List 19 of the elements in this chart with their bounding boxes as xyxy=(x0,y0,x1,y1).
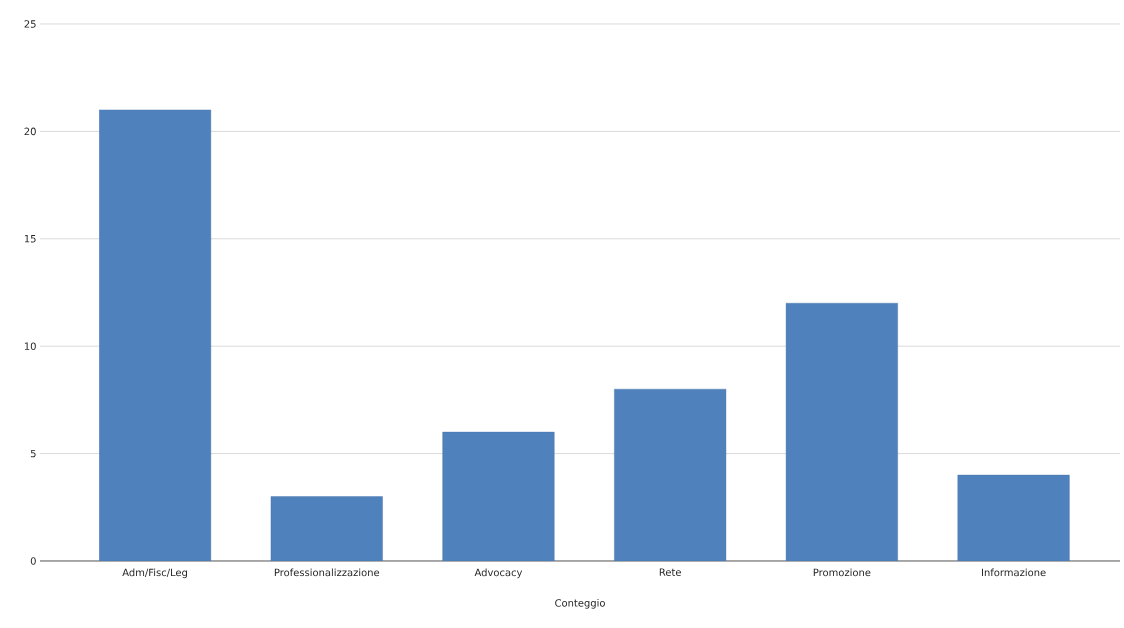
x-tick-label: Informazione xyxy=(982,568,1046,577)
x-tick-label: Promozione xyxy=(813,568,871,577)
x-tick-label: Advocacy xyxy=(474,568,523,579)
y-tick-label: 20 xyxy=(24,127,36,136)
bar xyxy=(785,303,898,561)
bar xyxy=(442,431,555,561)
y-tick-label: 15 xyxy=(24,235,36,243)
bar xyxy=(99,109,212,561)
y-tick-label: 5 xyxy=(30,449,36,458)
y-tick-label: 25 xyxy=(24,20,36,28)
bar xyxy=(270,496,383,561)
x-tick-label: Rete xyxy=(659,568,681,576)
x-tick-label: Adm/Fisc/Leg xyxy=(122,568,187,579)
y-tick-label: 10 xyxy=(24,342,36,350)
bar xyxy=(957,474,1070,561)
y-tick-label: 0 xyxy=(30,557,36,565)
x-tick-label: Professionalizzazione xyxy=(274,568,380,577)
x-axis-title: Conteggio xyxy=(555,598,605,609)
bar xyxy=(614,388,727,561)
